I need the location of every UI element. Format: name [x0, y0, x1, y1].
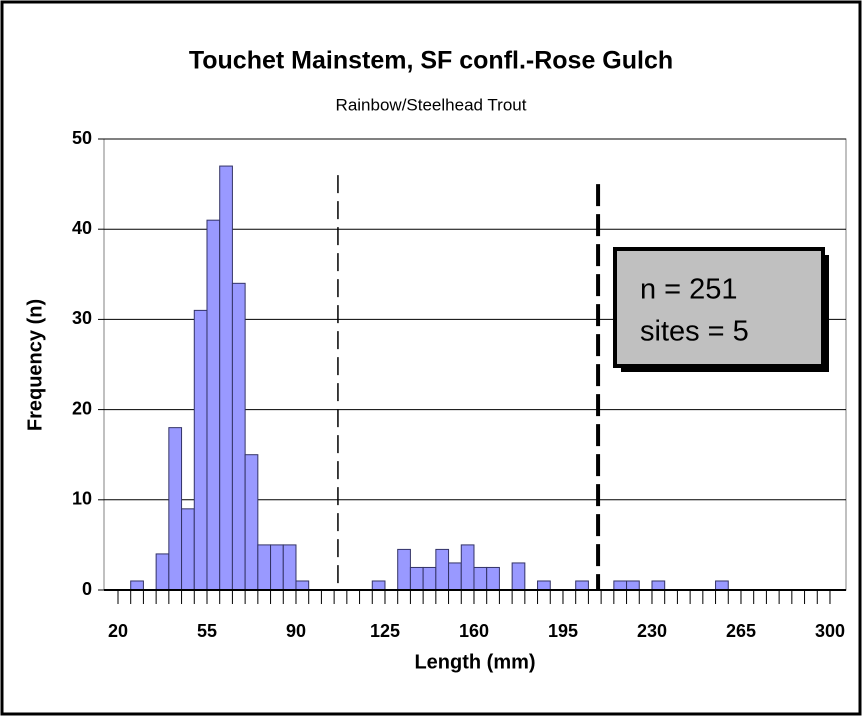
- bar: [435, 548, 450, 591]
- bar: [193, 309, 208, 591]
- bar: [651, 580, 666, 591]
- bar: [231, 282, 246, 591]
- bar: [219, 165, 233, 591]
- bar: [295, 580, 310, 591]
- bar: [460, 544, 475, 591]
- bar: [130, 580, 144, 591]
- chart-title: Touchet Mainstem, SF confl.-Rose Gulch: [189, 47, 673, 75]
- bar: [422, 566, 437, 591]
- bar: [409, 566, 424, 591]
- x-tick-label: 230: [637, 621, 667, 641]
- bar: [282, 544, 297, 591]
- y-tick-label: 0: [82, 579, 92, 599]
- bar: [397, 548, 411, 591]
- x-axis-label: Length (mm): [414, 651, 535, 673]
- y-tick-label: 50: [72, 128, 92, 148]
- bar: [270, 544, 284, 591]
- bar: [168, 427, 183, 591]
- y-tick-label: 30: [72, 308, 92, 328]
- bar: [486, 566, 500, 591]
- bar: [715, 580, 729, 591]
- annotation-box: [613, 247, 825, 368]
- bar: [473, 566, 488, 591]
- bar: [257, 544, 272, 591]
- x-tick-label: 265: [726, 621, 756, 641]
- x-tick-label: 20: [108, 621, 128, 641]
- bar: [511, 562, 526, 591]
- bar: [626, 580, 640, 591]
- y-tick-label: 20: [72, 398, 92, 418]
- x-tick-label: 160: [459, 621, 489, 641]
- x-tick-label: 300: [815, 621, 845, 641]
- bar: [181, 508, 195, 591]
- bar: [155, 553, 170, 591]
- bar: [371, 580, 386, 591]
- x-tick-label: 55: [197, 621, 217, 641]
- y-tick-label: 10: [72, 489, 92, 509]
- bar: [448, 562, 462, 591]
- bar: [206, 219, 221, 591]
- x-tick-label: 195: [548, 621, 578, 641]
- chart-subtitle: Rainbow/Steelhead Trout: [336, 95, 527, 114]
- bar: [575, 580, 589, 591]
- y-tick-label: 40: [72, 218, 92, 238]
- bar: [537, 580, 551, 591]
- bar: [244, 454, 259, 591]
- bar: [613, 580, 628, 591]
- x-tick-label: 125: [370, 621, 400, 641]
- x-tick-label: 90: [286, 621, 306, 641]
- y-axis-label: Frequency (n): [24, 299, 46, 431]
- annotation-text: n = 251: [640, 274, 738, 306]
- annotation-text: sites = 5: [640, 316, 749, 348]
